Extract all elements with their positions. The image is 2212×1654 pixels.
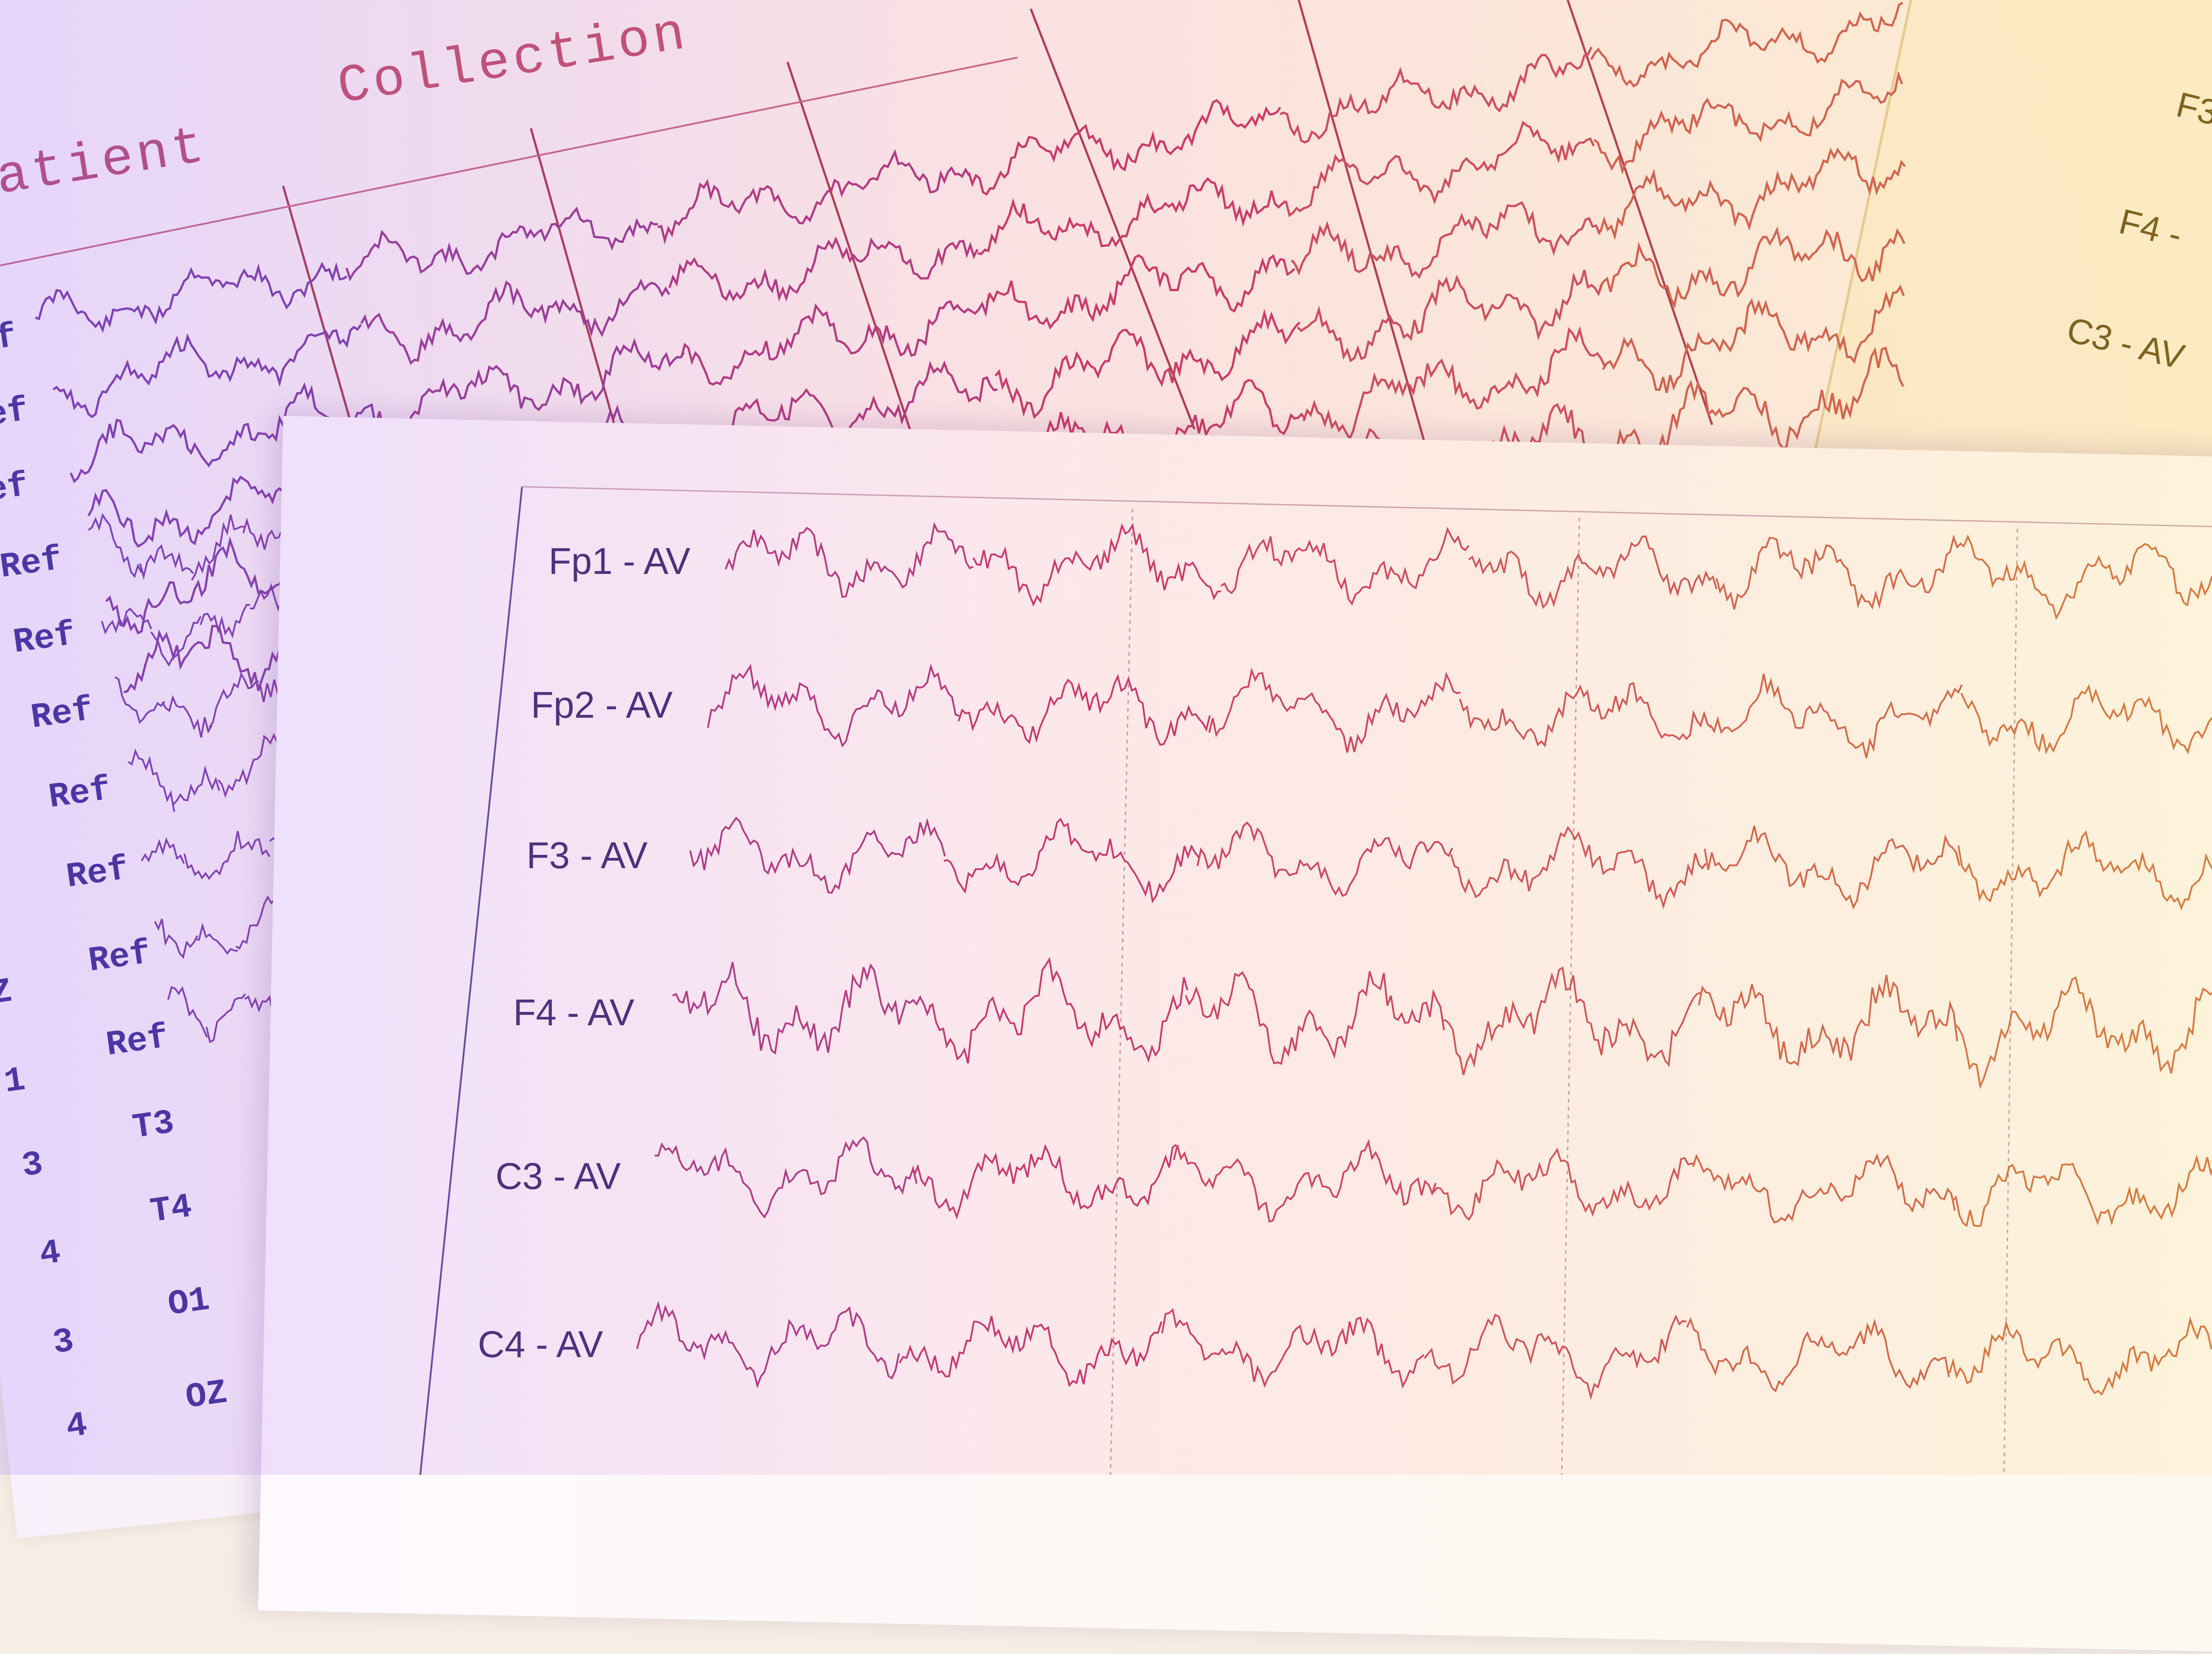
back-left-trace bbox=[150, 616, 202, 667]
back-left-trace bbox=[88, 513, 142, 578]
back-left-trace bbox=[235, 895, 279, 950]
eeg-channel-trace bbox=[1185, 971, 1445, 1065]
back-sheet-trace bbox=[35, 262, 348, 333]
back-left-trace bbox=[161, 695, 213, 738]
back-sheet-trace bbox=[1599, 226, 1905, 309]
eeg-channel-trace bbox=[1459, 682, 1712, 748]
back-header-line bbox=[0, 57, 1018, 266]
back-sheet-trace bbox=[345, 206, 658, 282]
front-sheet-traces bbox=[419, 486, 2212, 1475]
front-grid-line bbox=[2003, 528, 2018, 1475]
eeg-channel-trace bbox=[1450, 825, 1707, 910]
eeg-channel-trace bbox=[672, 962, 932, 1055]
front-left-border bbox=[419, 486, 523, 1475]
back-sheet-trace bbox=[360, 278, 670, 365]
eeg-channel-trace bbox=[1468, 535, 1717, 609]
eeg-channel-trace bbox=[725, 522, 974, 598]
eeg-channel-trace bbox=[899, 1316, 1163, 1387]
eeg-channel-trace bbox=[1424, 1313, 1687, 1400]
back-left-trace bbox=[205, 993, 246, 1043]
back-sheet-trace bbox=[375, 338, 685, 444]
back-left-trace bbox=[114, 676, 165, 724]
eeg-channel-trace bbox=[1948, 1316, 2212, 1396]
eeg-channel-trace bbox=[1716, 534, 1965, 610]
eeg-channel-trace bbox=[1704, 826, 1961, 910]
eeg-channel-trace bbox=[689, 816, 946, 894]
back-sheet-trace bbox=[52, 324, 362, 419]
eeg-channel-trace bbox=[1686, 1317, 1950, 1392]
eeg-channel-trace bbox=[943, 817, 1199, 904]
channel-label-c3: C3 - AV bbox=[495, 1155, 621, 1197]
back-sheet-trace bbox=[995, 308, 1301, 419]
back-left-trace bbox=[139, 544, 194, 580]
eeg-channel-trace bbox=[1196, 821, 1453, 897]
back-sheet-trace bbox=[977, 177, 1286, 255]
channel-label-c4: C4 - AV bbox=[478, 1323, 603, 1365]
back-left-trace bbox=[195, 922, 238, 955]
eeg-channel-trace bbox=[1957, 830, 2212, 911]
back-sheet-trace bbox=[1602, 285, 1905, 393]
eeg-channel-trace bbox=[1173, 1139, 1437, 1223]
back-left-trace bbox=[173, 765, 220, 805]
eeg-channel-trace bbox=[1208, 667, 1461, 753]
eeg-channel-trace bbox=[972, 523, 1221, 607]
back-sheet-trace bbox=[657, 149, 970, 245]
back-left-trace bbox=[167, 986, 208, 1038]
back-grid-line bbox=[530, 128, 621, 443]
back-left-trace bbox=[208, 672, 259, 728]
eeg-channel-trace bbox=[1955, 976, 2212, 1089]
back-sheet-trace bbox=[1279, 46, 1593, 144]
back-left-trace bbox=[101, 608, 152, 635]
back-grid-line bbox=[1298, 0, 1426, 443]
eeg-channel-trace bbox=[913, 1144, 1177, 1220]
back-left-trace bbox=[191, 514, 245, 581]
eeg-channel-trace bbox=[928, 957, 1188, 1064]
back-sheet-trace bbox=[1302, 326, 1605, 442]
back-sheet-trace bbox=[1597, 147, 1906, 240]
back-sheet-trace bbox=[1285, 120, 1595, 217]
eeg-channel-trace bbox=[1220, 527, 1470, 606]
channel-label-f4: F4 - AV bbox=[513, 992, 634, 1033]
back-sheet-trace bbox=[680, 293, 991, 386]
back-grid-line bbox=[1029, 8, 1196, 430]
channel-label-fp1: Fp1 - AV bbox=[549, 540, 691, 582]
channel-label-fp2: Fp2 - AV bbox=[531, 684, 673, 726]
back-left-trace bbox=[127, 748, 175, 812]
back-left-trace bbox=[217, 737, 265, 798]
eeg-channel-trace bbox=[1698, 975, 1958, 1067]
back-left-trace bbox=[141, 837, 185, 864]
eeg-channel-trace bbox=[1442, 966, 1701, 1075]
eeg-channel-trace bbox=[1692, 1153, 1956, 1224]
eeg-channel-trace bbox=[707, 663, 960, 748]
back-left-trace bbox=[154, 919, 198, 959]
eeg-channel-trace bbox=[1960, 684, 2212, 755]
eeg-channel-trace bbox=[654, 1136, 918, 1219]
eeg-channel-trace bbox=[1161, 1308, 1425, 1389]
eeg-channel-trace bbox=[1951, 1154, 2212, 1227]
eeg-channel-trace bbox=[1709, 673, 1963, 758]
front-grid-line bbox=[1110, 508, 1133, 1475]
eeg-channel-trace bbox=[1963, 534, 2212, 620]
back-sheet-trace bbox=[1291, 201, 1601, 279]
back-sheet-trace bbox=[1593, 70, 1903, 175]
eeg-channel-trace bbox=[1432, 1147, 1696, 1221]
back-sheet-trace bbox=[668, 236, 979, 302]
back-sheet-trace bbox=[1297, 269, 1603, 363]
back-sheet-trace bbox=[1590, 2, 1903, 88]
back-sheet-trace bbox=[985, 254, 1295, 330]
channel-label-f3: F3 - AV bbox=[526, 835, 648, 876]
eeg-channel-trace bbox=[957, 673, 1211, 746]
back-left-trace bbox=[226, 831, 271, 863]
back-grid-line bbox=[786, 62, 913, 434]
front-top-border bbox=[522, 486, 2212, 527]
back-left-trace bbox=[183, 853, 227, 880]
back-sheet-trace bbox=[968, 99, 1282, 196]
back-left-trace bbox=[200, 604, 250, 639]
eeg-channel-trace bbox=[636, 1300, 900, 1389]
front-grid-line bbox=[1561, 517, 1580, 1475]
